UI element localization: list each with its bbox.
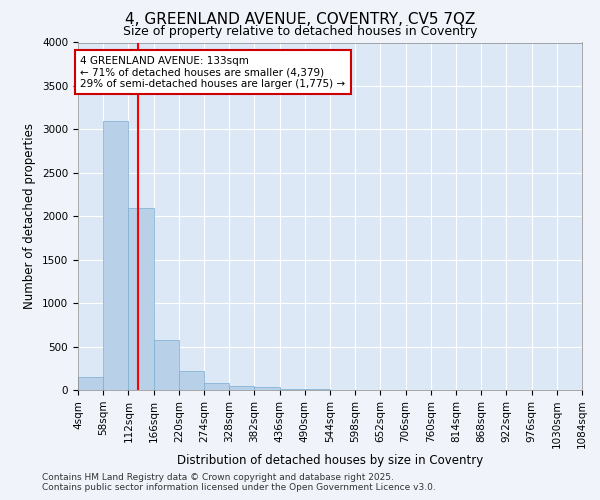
Bar <box>179 371 204 390</box>
Y-axis label: Number of detached properties: Number of detached properties <box>23 123 37 309</box>
Bar <box>280 388 305 390</box>
Bar <box>103 120 128 390</box>
Text: Size of property relative to detached houses in Coventry: Size of property relative to detached ho… <box>123 25 477 38</box>
Text: 4 GREENLAND AVENUE: 133sqm
← 71% of detached houses are smaller (4,379)
29% of s: 4 GREENLAND AVENUE: 133sqm ← 71% of deta… <box>80 56 346 88</box>
Bar <box>254 388 280 390</box>
Bar <box>204 383 229 390</box>
Text: Contains HM Land Registry data © Crown copyright and database right 2025.
Contai: Contains HM Land Registry data © Crown c… <box>42 473 436 492</box>
Bar <box>154 340 179 390</box>
X-axis label: Distribution of detached houses by size in Coventry: Distribution of detached houses by size … <box>177 454 483 467</box>
Text: 4, GREENLAND AVENUE, COVENTRY, CV5 7QZ: 4, GREENLAND AVENUE, COVENTRY, CV5 7QZ <box>125 12 475 28</box>
Bar <box>78 377 103 390</box>
Bar <box>229 386 254 390</box>
Bar <box>128 208 154 390</box>
